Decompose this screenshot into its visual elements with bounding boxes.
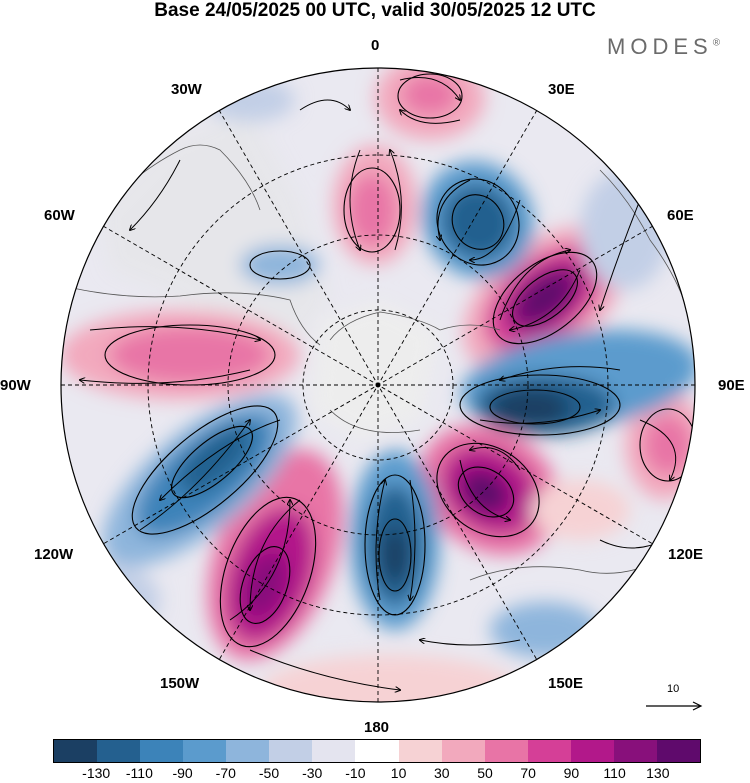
colorbar-swatch xyxy=(226,740,270,762)
colorbar-swatch xyxy=(183,740,227,762)
label-lon-60w: 60W xyxy=(44,207,75,224)
colorbar xyxy=(53,739,701,763)
positive-anomaly xyxy=(644,415,692,475)
map-border xyxy=(60,67,696,703)
colorbar-tick-label: 50 xyxy=(477,765,493,781)
colorbar-swatch xyxy=(527,740,571,762)
label-lon-120e: 120E xyxy=(668,546,704,563)
colorbar-swatch xyxy=(269,740,313,762)
negative-anomaly xyxy=(441,184,515,260)
positive-anomaly xyxy=(520,276,570,320)
colorbar-tick-label: -10 xyxy=(345,765,366,781)
modes-logo: MODES® xyxy=(607,34,720,60)
colorbar-tick-label: 130 xyxy=(646,765,670,781)
wind-streamlines xyxy=(80,77,680,691)
colorbar-tick-label: 90 xyxy=(563,765,580,781)
colorbar-tick-label: 30 xyxy=(434,765,450,781)
label-lon-60e: 60E xyxy=(667,207,694,224)
positive-anomaly xyxy=(348,174,396,246)
colorbar-swatch xyxy=(54,740,98,762)
brand-name: MODES xyxy=(607,34,713,59)
negative-anomaly xyxy=(61,560,160,640)
colorbar-tick-label: -70 xyxy=(215,765,236,781)
negative-anomaly xyxy=(490,602,600,658)
label-lon-120w: 120W xyxy=(34,546,74,563)
negative-anomaly xyxy=(205,78,295,122)
colorbar-tick-label: 110 xyxy=(603,765,626,781)
colorbar-swatch xyxy=(398,740,442,762)
label-lon-90w: 90W xyxy=(0,377,31,394)
reference-vector-label: 10 xyxy=(667,683,680,695)
negative-anomaly xyxy=(381,527,409,583)
colorbar-ticks: -130 -110 -90 -70 -50 -30 -10 10 30 50 70 90 110 130 xyxy=(0,765,750,783)
positive-anomaly xyxy=(260,655,520,702)
colorbar-swatch xyxy=(613,740,657,762)
colorbar-tick-label: -110 xyxy=(125,765,153,781)
positive-anomaly xyxy=(460,469,510,515)
colorbar-swatch xyxy=(312,740,356,762)
colorbar-tick-label: -50 xyxy=(258,765,280,781)
north-pole-marker xyxy=(375,382,381,388)
colorbar-swatch xyxy=(656,740,700,762)
anomaly-field xyxy=(61,68,695,702)
positive-anomaly xyxy=(530,480,630,540)
label-lon-0: 0 xyxy=(371,37,380,54)
label-lon-180: 180 xyxy=(364,719,390,736)
label-lon-150w: 150W xyxy=(160,675,200,692)
colorbar-swatch xyxy=(484,740,528,762)
colorbar-tick-label: 70 xyxy=(520,765,536,781)
positive-anomaly xyxy=(110,327,270,383)
colorbar-swatch xyxy=(441,740,485,762)
map-title: Base 24/05/2025 00 UTC, valid 30/05/2025… xyxy=(154,0,596,21)
registered-mark: ® xyxy=(712,37,721,49)
colorbar-swatch xyxy=(97,740,141,762)
label-lon-150e: 150E xyxy=(548,675,584,692)
colorbar-tick-label: -130 xyxy=(82,765,111,781)
colorbar-tick-label: 10 xyxy=(390,765,407,781)
label-lon-30w: 30W xyxy=(171,81,202,98)
label-lon-30e: 30E xyxy=(548,81,575,98)
positive-anomaly xyxy=(402,75,458,115)
reference-vector-arrow xyxy=(646,701,703,711)
colorbar-tick-label: -30 xyxy=(302,765,323,781)
colorbar-swatch xyxy=(140,740,184,762)
negative-anomaly xyxy=(580,170,670,290)
negative-anomaly xyxy=(490,388,570,428)
colorbar-swatch xyxy=(355,740,399,762)
negative-anomaly xyxy=(178,427,252,493)
colorbar-tick-label: -90 xyxy=(172,765,193,781)
colorbar-swatch xyxy=(570,740,614,762)
label-lon-90e: 90E xyxy=(718,377,745,394)
